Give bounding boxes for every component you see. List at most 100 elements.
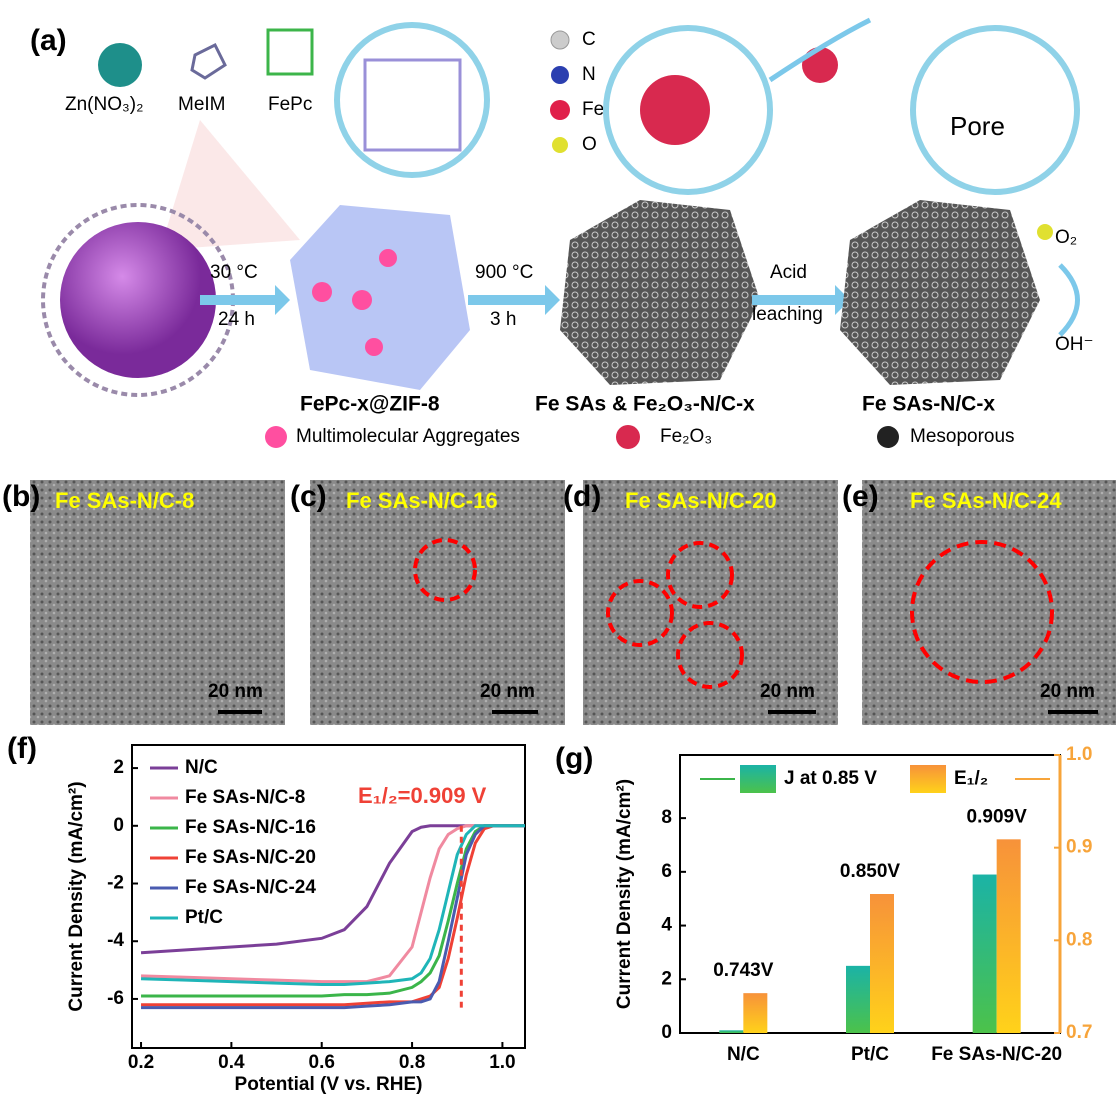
scale-label: 20 nm: [1040, 681, 1095, 702]
legend-swatch: [740, 765, 776, 793]
product-label: Fe SAs-N/C-x: [862, 393, 995, 416]
value-label: 0.850V: [840, 861, 901, 882]
y-tick-label: -6: [107, 988, 124, 1009]
x-tick-label: Fe SAs-N/C-20: [931, 1044, 1062, 1065]
series-line: [140, 824, 525, 987]
zn-icon: [98, 43, 142, 87]
tem-c: (c) Fe SAs-N/C-16 20 nm: [290, 480, 565, 725]
panel-label: (d): [563, 480, 601, 513]
zif-crystal: [290, 205, 470, 390]
zif-lattice: [363, 58, 462, 152]
panel-label: (a): [30, 24, 67, 57]
carbon-particle: [560, 200, 760, 385]
fepc-icon: [266, 28, 314, 76]
x-tick-label: Pt/C: [851, 1044, 889, 1065]
plot-frame: [131, 744, 526, 1049]
x-tick-label: 0.2: [128, 1052, 154, 1073]
y2-tick-label: 0.9: [1066, 837, 1092, 858]
x-tick-label: N/C: [727, 1044, 760, 1065]
tem-image: [583, 480, 838, 725]
tem-b: (b) Fe SAs-N/C-8 20 nm: [2, 480, 285, 725]
tem-image: [30, 480, 285, 725]
bar: [996, 839, 1021, 1033]
legend-swatch: [910, 765, 946, 793]
annotation: E₁/₂=0.909 V: [358, 783, 487, 808]
fe2o3-cluster: [640, 75, 710, 145]
zoom-cone: [160, 120, 300, 250]
step-label: leaching: [752, 304, 823, 325]
y-tick-label: 6: [661, 861, 672, 882]
atom-label: Fe: [582, 99, 604, 120]
y-tick-label: -4: [107, 930, 124, 951]
bar: [719, 1030, 744, 1033]
product-label: Fe SAs & Fe₂O₃-N/C-x: [535, 393, 755, 416]
x-tick-label: 0.6: [309, 1052, 335, 1073]
panel-label: (g): [555, 742, 593, 775]
y-tick-label: 4: [661, 915, 672, 936]
step-label: 900 °C: [475, 262, 533, 283]
pore-circle: [666, 541, 734, 609]
legend-label: E₁/₂: [954, 768, 988, 789]
x-tick-label: 1.0: [489, 1052, 515, 1073]
tem-label: Fe SAs-N/C-16: [346, 488, 498, 513]
legend-label: Fe SAs-N/C-8: [185, 787, 305, 808]
step-label: 24 h: [218, 309, 255, 330]
tem-label: Fe SAs-N/C-24: [910, 488, 1062, 513]
carbon-particle: [840, 200, 1040, 385]
y2-tick-label: 1.0: [1066, 744, 1092, 765]
aggregate: [379, 249, 397, 267]
fe2o3-cluster: [802, 47, 838, 83]
y-tick-label: 0: [661, 1022, 672, 1043]
pore-circle: [606, 579, 674, 647]
tem-label: Fe SAs-N/C-20: [625, 488, 777, 513]
reagent: MeIM: [178, 94, 226, 115]
y2-tick-label: 0.7: [1066, 1022, 1092, 1043]
y-tick-label: 8: [661, 807, 672, 828]
bar: [743, 993, 768, 1033]
value-label: 0.743V: [713, 960, 774, 981]
legend-swatch: [265, 426, 287, 448]
value-label: 0.909V: [967, 806, 1028, 827]
series-line: [141, 824, 525, 1007]
y2-tick-label: 0.8: [1066, 929, 1092, 950]
arrow: [768, 17, 872, 83]
atom-label: O: [582, 134, 597, 155]
panel-label: (e): [842, 480, 879, 513]
atom-o: [1037, 224, 1053, 240]
panel-label: (b): [2, 480, 40, 513]
x-tick-label: 0.8: [399, 1052, 425, 1073]
tem-image: [862, 480, 1116, 725]
atom-fe: [550, 100, 570, 120]
aggregate: [352, 290, 372, 310]
reagent: FePc: [268, 94, 312, 115]
step-label: 3 h: [490, 309, 516, 330]
legend-label: N/C: [185, 757, 218, 778]
arrow: [752, 285, 850, 315]
y-tick-label: 0: [113, 815, 124, 836]
meim-icon: [190, 42, 227, 80]
legend-swatch: [877, 426, 899, 448]
legend-label: Mesoporous: [910, 426, 1015, 447]
legend-label: Fe₂O₃: [660, 426, 712, 447]
tem-e: (e) Fe SAs-N/C-24 20 nm: [842, 480, 1116, 725]
scale-label: 20 nm: [208, 681, 263, 702]
atom-label: C: [582, 29, 596, 50]
arrow: [468, 285, 560, 315]
legend-label: J at 0.85 V: [784, 768, 877, 789]
legend-label: Fe SAs-N/C-24: [185, 877, 316, 898]
aggregate: [365, 338, 383, 356]
product-label: FePc-x@ZIF-8: [300, 393, 440, 416]
tem-image: [310, 480, 565, 725]
legend-label: Fe SAs-N/C-16: [185, 817, 316, 838]
x-axis-label: Potential (V vs. RHE): [235, 1074, 423, 1095]
bar: [870, 894, 894, 1033]
arrow: [1058, 263, 1080, 337]
tem-d: (d) Fe SAs-N/C-20 20 nm: [563, 480, 838, 725]
scale-label: 20 nm: [760, 681, 815, 702]
scale-label: 20 nm: [480, 681, 535, 702]
y-tick-label: 2: [661, 968, 672, 989]
pore-circle: [413, 538, 477, 602]
panel-label: (c): [290, 480, 327, 513]
pore-circle: [910, 540, 1054, 684]
arrow: [200, 285, 290, 315]
